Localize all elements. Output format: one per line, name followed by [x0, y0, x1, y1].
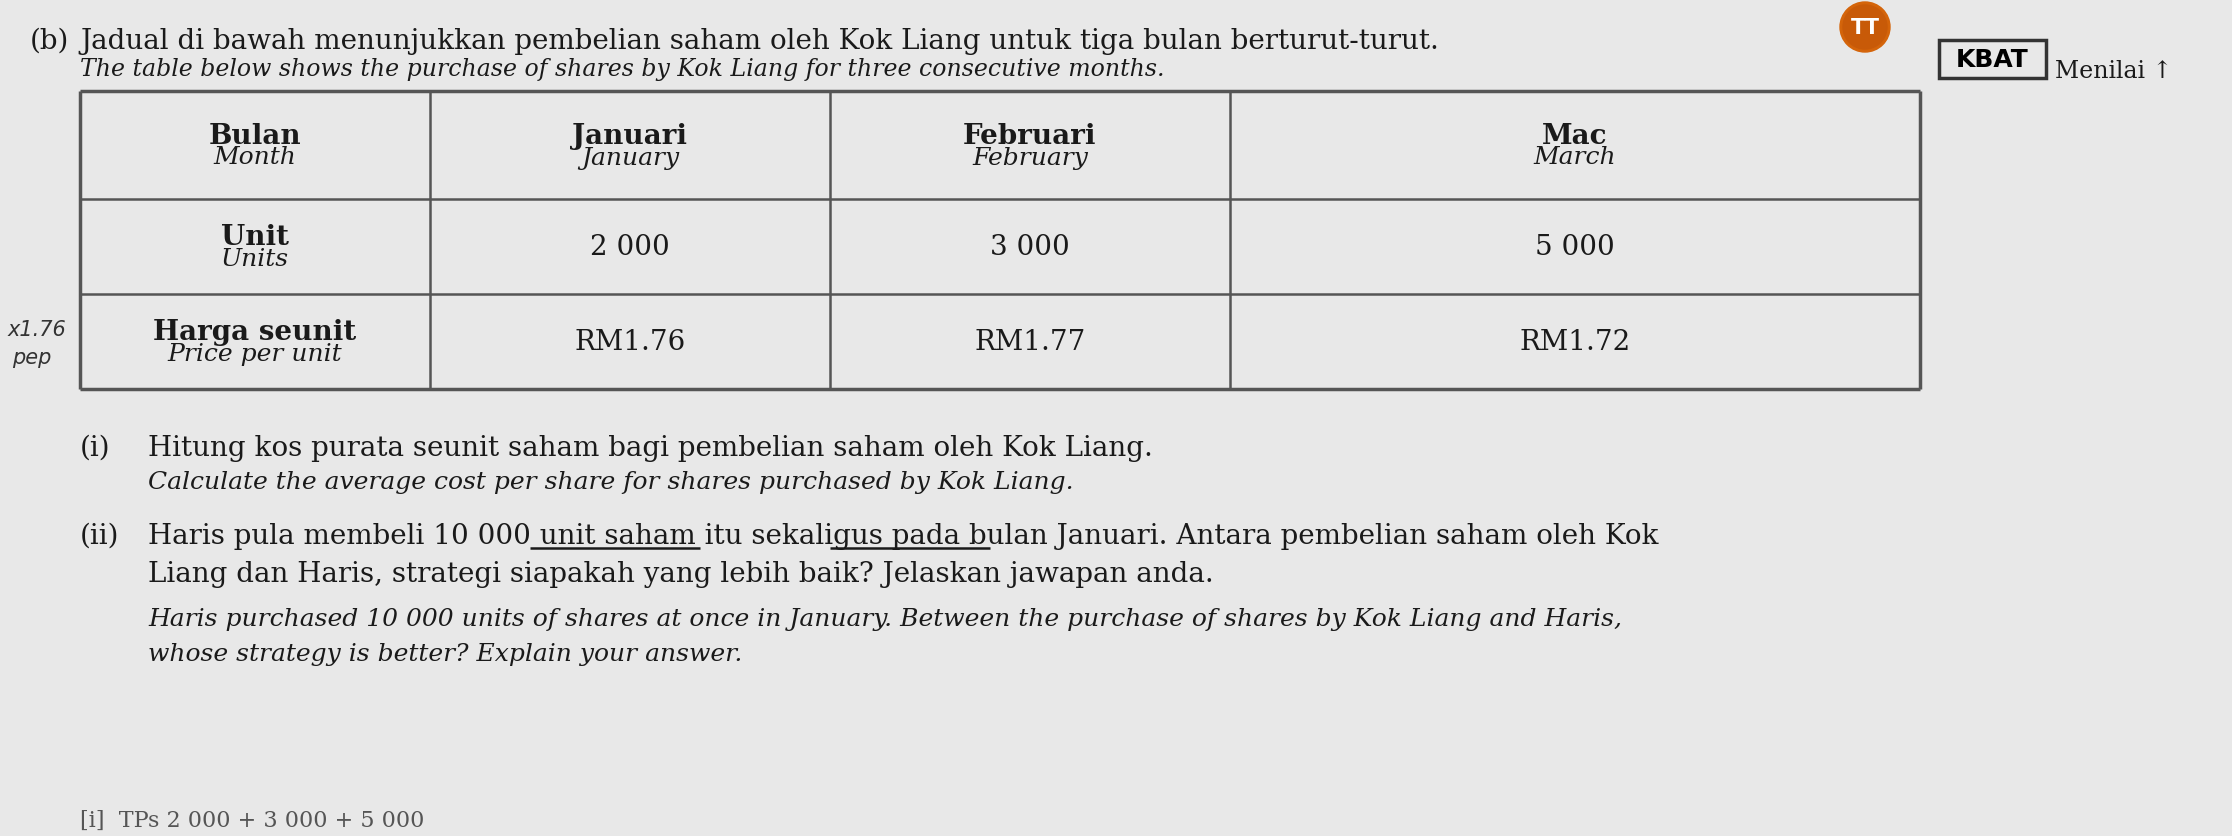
- Text: TT: TT: [1850, 18, 1879, 38]
- Text: Mac: Mac: [1542, 122, 1607, 150]
- Text: January: January: [580, 146, 679, 170]
- Text: Haris pula membeli 10 000 unit saham itu sekaligus pada bulan Januari. Antara pe: Haris pula membeli 10 000 unit saham itu…: [147, 522, 1658, 549]
- Text: 2 000: 2 000: [589, 234, 670, 261]
- Circle shape: [1844, 6, 1886, 50]
- Text: Hitung kos purata seunit saham bagi pembelian saham oleh Kok Liang.: Hitung kos purata seunit saham bagi pemb…: [147, 435, 1154, 461]
- Text: Unit: Unit: [221, 224, 288, 251]
- Text: pep: pep: [11, 348, 51, 368]
- Text: Haris purchased 10 000 units of shares at once in January. Between the purchase : Haris purchased 10 000 units of shares a…: [147, 607, 1623, 630]
- Text: Jadual di bawah menunjukkan pembelian saham oleh Kok Liang untuk tiga bulan bert: Jadual di bawah menunjukkan pembelian sa…: [80, 28, 1440, 55]
- Circle shape: [1839, 3, 1891, 53]
- Text: February: February: [973, 146, 1087, 170]
- Text: RM1.77: RM1.77: [975, 329, 1085, 355]
- Text: Januari: Januari: [571, 122, 687, 150]
- Text: Harga seunit: Harga seunit: [154, 319, 357, 345]
- Text: March: March: [1533, 146, 1616, 170]
- Text: (b): (b): [29, 28, 69, 55]
- Text: The table below shows the purchase of shares by Kok Liang for three consecutive : The table below shows the purchase of sh…: [80, 58, 1165, 81]
- Text: Units: Units: [221, 247, 290, 271]
- Text: Calculate the average cost per share for shares purchased by Kok Liang.: Calculate the average cost per share for…: [147, 471, 1074, 493]
- Text: (ii): (ii): [80, 522, 121, 549]
- FancyBboxPatch shape: [1940, 41, 2047, 79]
- Text: Month: Month: [214, 146, 297, 170]
- Text: RM1.72: RM1.72: [1520, 329, 1632, 355]
- Text: Bulan: Bulan: [208, 122, 301, 150]
- Text: [i]  TPs 2 000 + 3 000 + 5 000: [i] TPs 2 000 + 3 000 + 5 000: [80, 809, 424, 831]
- Text: RM1.76: RM1.76: [574, 329, 685, 355]
- Text: whose strategy is better? Explain your answer.: whose strategy is better? Explain your a…: [147, 642, 743, 665]
- Text: x1.76: x1.76: [9, 319, 67, 339]
- Text: 3 000: 3 000: [991, 234, 1069, 261]
- Text: 5 000: 5 000: [1536, 234, 1616, 261]
- Text: Menilai ↑: Menilai ↑: [2056, 60, 2172, 83]
- Text: Liang dan Haris, strategi siapakah yang lebih baik? Jelaskan jawapan anda.: Liang dan Haris, strategi siapakah yang …: [147, 560, 1214, 588]
- Text: KBAT: KBAT: [1955, 48, 2029, 72]
- Text: Februari: Februari: [964, 122, 1096, 150]
- Text: Price per unit: Price per unit: [167, 343, 341, 365]
- Text: (i): (i): [80, 435, 112, 461]
